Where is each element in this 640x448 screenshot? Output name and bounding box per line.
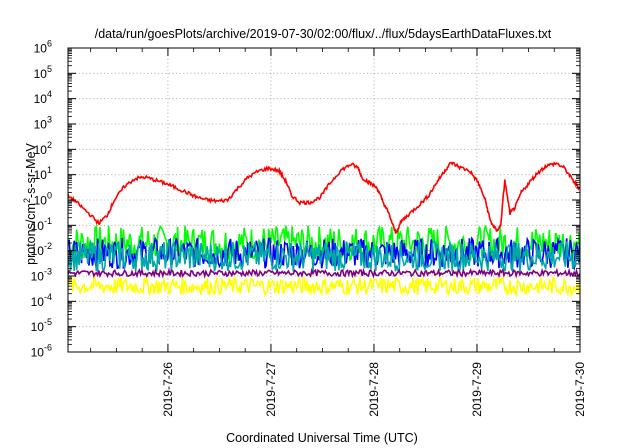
y-tick-label-base: 10 <box>34 168 48 182</box>
y-tick-label: 101 <box>34 165 52 182</box>
y-tick-label: 10-1 <box>31 216 52 233</box>
y-tick-label-exponent: 5 <box>47 64 52 74</box>
y-tick-label: 102 <box>34 140 52 157</box>
y-tick-label: 10-6 <box>31 343 52 360</box>
y-tick-label-exponent: -2 <box>44 241 52 251</box>
y-tick-label: 10-4 <box>31 292 52 309</box>
y-tick-label: 10-5 <box>31 317 52 334</box>
y-tick-label-base: 10 <box>34 194 48 208</box>
y-tick-label-exponent: 1 <box>47 165 52 175</box>
y-tick-label-base: 10 <box>31 219 45 233</box>
y-tick-label-exponent: 3 <box>47 115 52 125</box>
x-tick-label: 2019-7-27 <box>264 362 278 417</box>
series-layer <box>68 161 580 298</box>
y-tick-label-base: 10 <box>31 320 45 334</box>
y-tick-label: 105 <box>34 64 52 81</box>
y-axis-label-exponent: 2 <box>22 198 32 203</box>
y-tick-label: 10-2 <box>31 241 52 258</box>
y-axis-label-rest: -s-sr-MeV <box>24 142 38 198</box>
y-tick-label-base: 10 <box>31 270 45 284</box>
y-tick-label-base: 10 <box>34 143 48 157</box>
x-tick-label: 2019-7-29 <box>470 362 484 417</box>
series-line <box>68 161 580 234</box>
x-axis-label: Coordinated Universal Time (UTC) <box>226 431 418 445</box>
y-tick-label-exponent: -1 <box>44 216 52 226</box>
y-tick-label-base: 10 <box>31 244 45 258</box>
y-tick-label-base: 10 <box>34 118 48 132</box>
y-tick-label-exponent: -4 <box>44 292 52 302</box>
y-tick-label-exponent: -6 <box>44 343 52 353</box>
y-axis-label: protons/cm2-s-sr-MeV <box>22 142 38 264</box>
y-tick-label-base: 10 <box>31 295 45 309</box>
y-axis-label-main: protons/cm <box>24 203 38 265</box>
y-tick-label: 106 <box>34 39 52 56</box>
y-tick-label-exponent: -5 <box>44 317 52 327</box>
y-axis-ticks: 10-610-510-410-310-210-11001011021031041… <box>31 39 580 360</box>
series-line <box>68 238 580 274</box>
x-tick-label: 2019-7-28 <box>367 362 381 417</box>
y-tick-label-base: 10 <box>34 92 48 106</box>
y-tick-label-exponent: 2 <box>47 140 52 150</box>
y-tick-label: 10-3 <box>31 267 52 284</box>
y-tick-label-base: 10 <box>31 346 45 360</box>
y-tick-label-exponent: 6 <box>47 39 52 49</box>
y-tick-label-base: 10 <box>34 67 48 81</box>
y-tick-label-exponent: 4 <box>47 89 52 99</box>
y-tick-label: 100 <box>34 191 52 208</box>
series-line <box>68 274 580 298</box>
x-tick-label: 2019-7-26 <box>161 362 175 417</box>
y-tick-label-base: 10 <box>34 42 48 56</box>
y-tick-label-exponent: 0 <box>47 191 52 201</box>
y-tick-label: 103 <box>34 115 52 132</box>
y-tick-label: 104 <box>34 89 52 106</box>
x-tick-label: 2019-7-30 <box>573 362 587 417</box>
y-tick-label-exponent: -3 <box>44 267 52 277</box>
series-line <box>68 267 580 279</box>
chart-title: /data/run/goesPlots/archive/2019-07-30/0… <box>95 27 552 41</box>
x-axis-ticks: 2019-7-26 2019-7-27 2019-7-28 2019-7-29 2019… <box>90 48 587 417</box>
